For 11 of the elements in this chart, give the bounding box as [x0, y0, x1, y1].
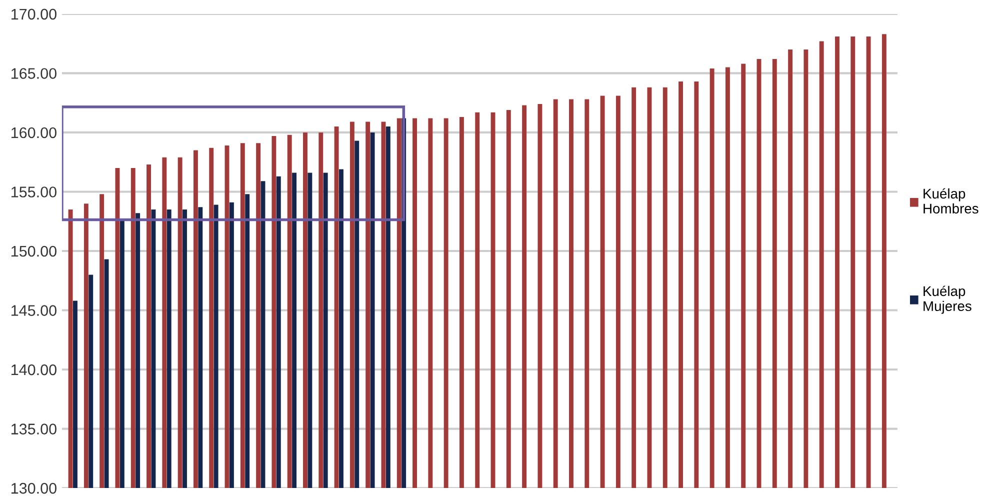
- y-tick-label: 150.00: [12, 246, 56, 257]
- y-tick-label: 155.00: [12, 186, 56, 198]
- legend-label: Kuélap Mujeres: [924, 286, 972, 314]
- y-tick-label: 170.00: [12, 8, 56, 20]
- y-tick-label: 145.00: [12, 305, 56, 316]
- legend-label: Kuélap Hombres: [924, 188, 978, 214]
- y-tick-label: 160.00: [12, 127, 56, 138]
- y-tick-label: 140.00: [12, 364, 56, 376]
- y-tick-label: 165.00: [12, 68, 56, 79]
- y-tick-label: 135.00: [12, 424, 56, 434]
- y-tick-label: 130.00: [12, 482, 56, 494]
